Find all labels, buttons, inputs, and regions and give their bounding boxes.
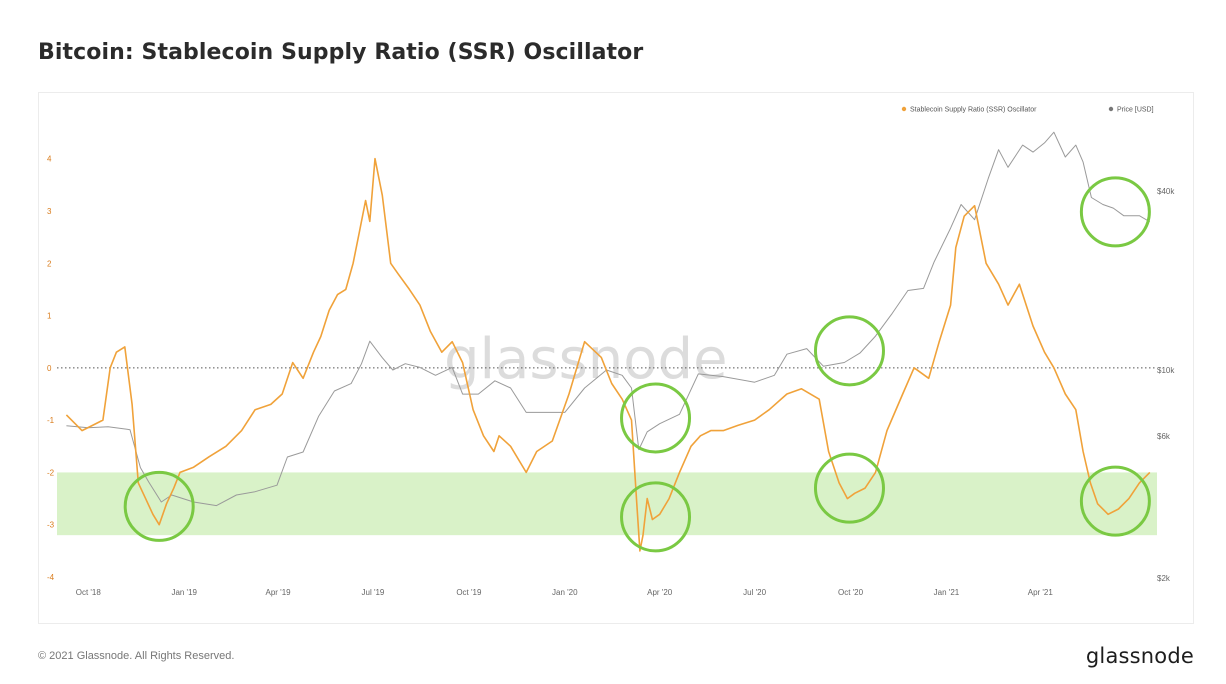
y-right-tick-label: $2k <box>1157 574 1171 583</box>
chart-frame: glassnode 4 3 2 1 0 -1 -2 -3 -4 $40k $10k $6k $2k Oct… <box>38 92 1194 624</box>
watermark-text: glassnode <box>444 327 728 392</box>
chart-svg: glassnode 4 3 2 1 0 -1 -2 -3 -4 $40k $10k $6k $2k Oct… <box>47 106 1175 598</box>
x-tick-label: Oct '18 <box>76 588 102 597</box>
x-tick-label: Jul '19 <box>362 588 385 597</box>
y-left-tick-label: 2 <box>47 259 52 268</box>
x-tick-label: Oct '20 <box>838 588 864 597</box>
x-tick-label: Jan '21 <box>934 588 960 597</box>
y-right-tick-label: $40k <box>1157 187 1175 196</box>
y-left-tick-label: -2 <box>47 468 55 477</box>
x-tick-label: Jul '20 <box>743 588 766 597</box>
x-tick-label: Apr '21 <box>1028 588 1054 597</box>
highlight-circle-3 <box>620 382 692 454</box>
y-left-tick-label: -3 <box>47 521 55 530</box>
y-left-tick-label: 1 <box>47 312 52 321</box>
y-left-tick-label: 3 <box>47 207 52 216</box>
y-right-tick-label: $10k <box>1157 366 1175 375</box>
x-tick-label: Jan '20 <box>552 588 578 597</box>
highlight-circle-5 <box>813 315 885 387</box>
highlight-circle-2 <box>620 481 692 553</box>
legend-marker-price <box>1108 106 1114 112</box>
x-tick-label: Oct '19 <box>456 588 482 597</box>
y-left-tick-label: 4 <box>47 155 52 164</box>
y-left-tick-label: 0 <box>47 364 52 373</box>
copyright-text: © 2021 Glassnode. All Rights Reserved. <box>38 650 235 662</box>
glassnode-logo-text: glassnode <box>1085 644 1194 668</box>
legend-label-price: Price [USD] <box>1117 107 1154 114</box>
ssr-oscillator-series-line <box>65 157 1151 552</box>
y-left-tick-label: -4 <box>47 573 55 582</box>
legend-marker-ssr <box>901 106 907 112</box>
buy-zone-band <box>57 472 1157 536</box>
legend-label-ssr: Stablecoin Supply Ratio (SSR) Oscillator <box>910 107 1037 114</box>
highlight-circle-7 <box>1079 176 1151 248</box>
page-title: Bitcoin: Stablecoin Supply Ratio (SSR) O… <box>38 40 644 65</box>
x-tick-label: Jan '19 <box>171 588 197 597</box>
highlight-circle-4 <box>813 452 885 524</box>
x-tick-label: Apr '20 <box>647 588 673 597</box>
highlight-circle-6 <box>1079 465 1151 537</box>
y-right-tick-label: $6k <box>1157 432 1171 441</box>
highlight-circle-1 <box>123 470 195 542</box>
price-usd-series-line <box>66 131 1151 507</box>
x-tick-label: Apr '19 <box>266 588 292 597</box>
y-left-tick-label: -1 <box>47 416 55 425</box>
